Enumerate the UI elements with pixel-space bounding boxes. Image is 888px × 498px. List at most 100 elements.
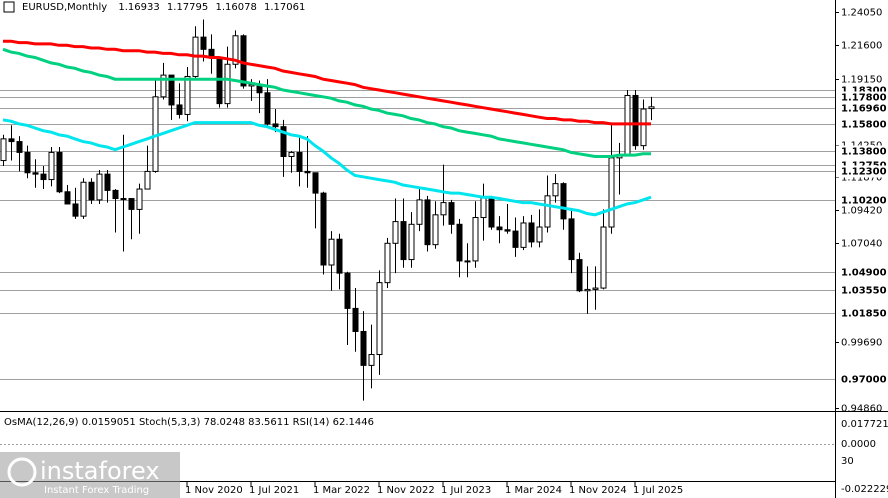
y-tick-label: 0.99690 [841,338,882,349]
candle-body [160,74,167,98]
candle-body [136,188,143,210]
candle-body [144,170,151,190]
indicator-scale-label: 0.017721 [841,419,888,430]
indicator-scale-label: -0.022229 [841,484,888,495]
level-label: 1.18300 [841,86,887,97]
y-tick-label: 1.21600 [841,41,882,52]
close: 1.17061 [264,2,305,13]
moving-average [2,47,651,158]
x-tick-label: 1 Mar 2024 [505,485,562,496]
candle-body [344,272,351,309]
candle-body [240,35,247,87]
level-label: 1.03550 [841,286,887,297]
x-tick-label: 1 Jul 2021 [249,485,299,496]
level-label: 1.13800 [841,147,887,158]
candle-body [432,214,439,246]
candle-body [648,106,655,110]
candle-body [504,229,511,232]
x-tick-label: 1 Nov 2024 [569,485,627,496]
open: 1.16933 [118,2,159,13]
candle-body [96,173,103,201]
candle-body [16,141,23,153]
candle-body [632,94,639,147]
level-label-bg [836,118,888,131]
candle-body [304,170,311,174]
candle-body [80,181,87,217]
candle-body [224,63,231,105]
candle-body [280,126,287,157]
candle-body [88,181,95,201]
candle-body [408,223,415,261]
level-label: 1.15800 [841,120,887,131]
candle-body [200,36,207,50]
level-label-bg [836,165,888,178]
watermark-logo [7,457,37,487]
level-label: 1.01850 [841,309,887,320]
candle-body [608,157,615,228]
low: 1.16078 [215,2,256,13]
high: 1.17795 [167,2,208,13]
candle-body [456,223,463,262]
candle-body [40,173,47,181]
candle-body [232,35,239,65]
level-label-bg [836,102,888,115]
candle-body [416,199,423,225]
indicator-scale-label: 0.0000 [841,439,876,450]
candle-body [496,226,503,231]
level-label-bg [836,284,888,297]
candle-body [488,196,495,228]
candle-body [328,238,335,266]
y-tick-label: 0.94860 [841,404,882,415]
y-tick-label: 1.07040 [841,239,882,250]
level-label-bg [836,91,888,104]
moving-average [3,39,651,126]
candle-body [584,288,591,292]
candle-body [64,191,71,205]
candle-body [480,196,487,219]
candle-body [32,172,39,175]
candle-body [392,221,399,244]
symbol-icon [3,1,15,13]
level-label: 1.12300 [841,167,887,178]
indicator-header: OsMA(12,26,9) 0.0159051 Stoch(5,3,3) 78.… [4,417,374,428]
plot-area [0,19,835,401]
candle-body [560,183,567,220]
candle-body [384,242,391,284]
watermark-brand: instaforex [40,457,160,485]
candle-body [576,259,583,292]
candle-body [600,226,607,289]
candle-body [264,92,271,125]
candle-body [176,104,183,115]
y-tick-label: 1.19150 [841,75,882,86]
level-label: 1.17800 [841,93,887,104]
candle-body [272,123,279,128]
watermark-bg [0,452,180,498]
candle-body [168,74,175,106]
candle-body [184,75,191,115]
level-label: 1.16960 [841,104,887,115]
level-label: 1.10200 [841,196,887,207]
x-tick-label: 1 Nov 2022 [377,485,435,496]
candle-body [360,330,367,366]
level-label-bg [836,373,888,386]
candle-body [472,217,479,262]
level-label-bg [836,194,888,207]
level-label-bg [836,145,888,158]
candle-body [640,108,647,147]
candle-body [536,226,543,243]
moving-average [2,118,652,217]
level-label-bg [836,266,888,279]
symbol: EURUSD,Monthly [22,2,107,13]
candle-body [552,183,559,197]
candle-body [320,192,327,266]
candle-body [448,202,455,225]
candle-body [544,195,551,228]
y-tick-label: 1.11870 [841,173,882,184]
candle-body [424,199,431,246]
level-label: 1.04900 [841,268,887,279]
candle-body [512,230,519,248]
candle-body [592,287,599,290]
candle-body [440,202,447,216]
